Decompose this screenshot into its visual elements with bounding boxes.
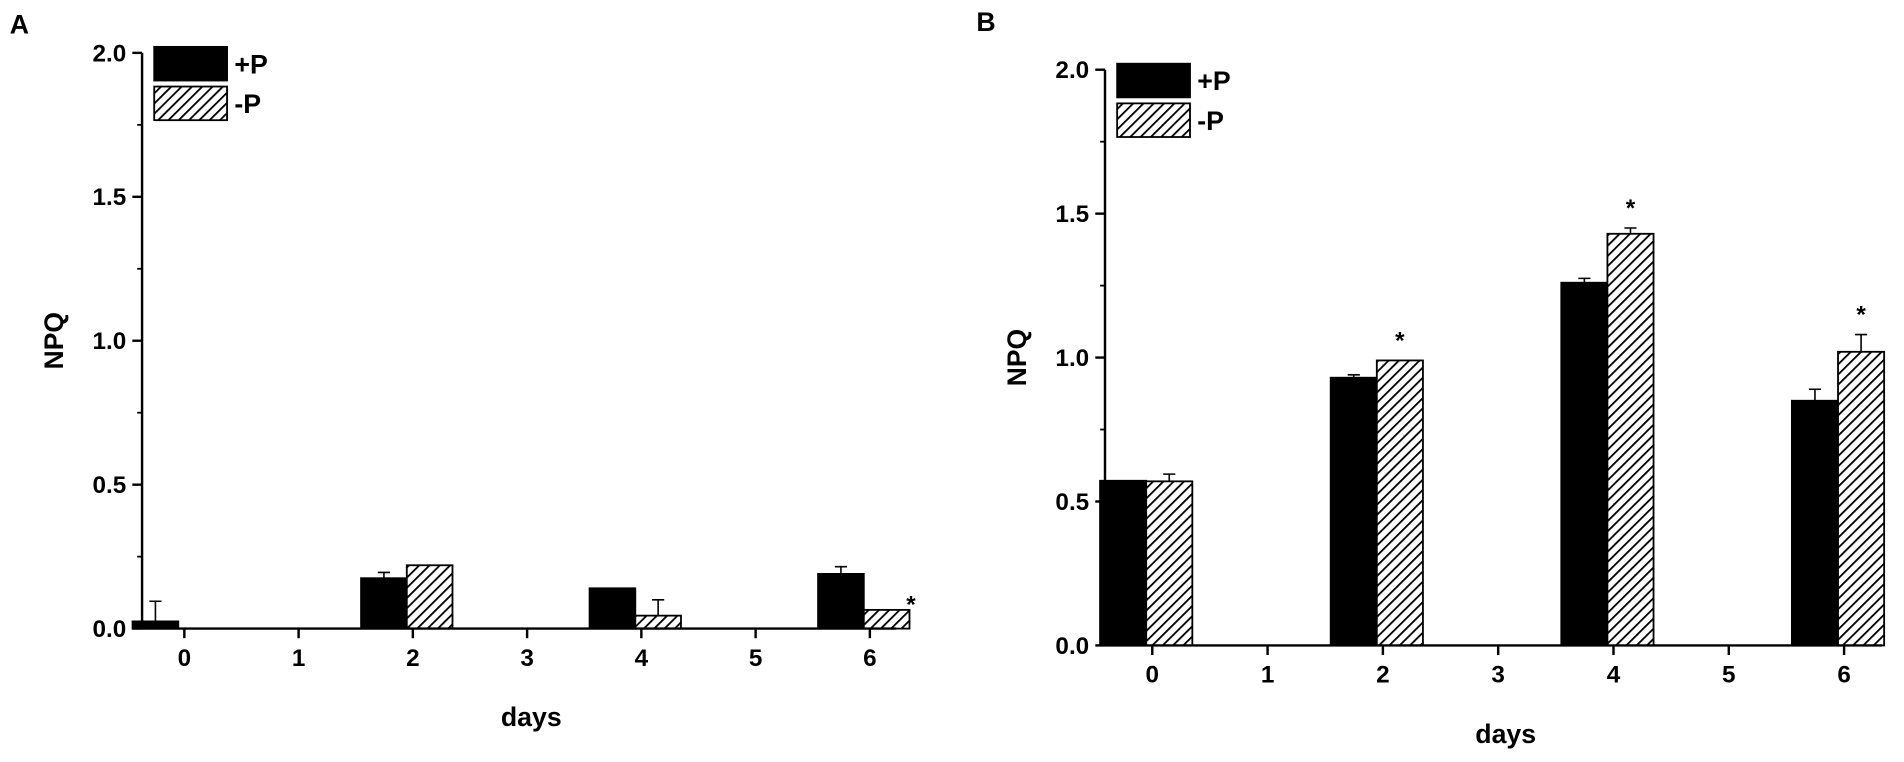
y-tick-label: 1.5	[1055, 201, 1089, 228]
legend-swatch	[1116, 102, 1191, 138]
error-bar	[149, 600, 162, 622]
x-tick-label: 6	[863, 645, 877, 672]
y-tick-label: 2.0	[1055, 57, 1089, 84]
x-tick-label: 1	[1261, 662, 1275, 689]
x-tick-label: 4	[635, 645, 649, 672]
chart: A * 0.0 0.5 1.0 1.5 2.0 0 1 2 3 4 5 6 days NPQ +P -P	[10, 10, 916, 732]
bar	[1606, 232, 1655, 647]
legend-swatch	[1116, 62, 1191, 99]
bar	[1099, 479, 1148, 647]
bar	[862, 608, 911, 630]
y-tick-label: 1.5	[93, 184, 127, 211]
y-tick-label: 0.0	[93, 616, 127, 643]
panel-label: B	[976, 7, 995, 37]
error-bar	[1347, 374, 1360, 378]
bar	[634, 614, 682, 630]
error-bar	[1808, 388, 1822, 401]
bar	[1145, 480, 1194, 647]
bar	[1375, 359, 1424, 647]
x-tick-label: 0	[1146, 662, 1160, 689]
x-tick-label: 5	[749, 645, 763, 672]
legend-label: +P	[234, 49, 267, 79]
legend-label: -P	[234, 89, 261, 119]
bar	[360, 577, 408, 630]
error-bar	[1163, 473, 1176, 482]
x-tick-label: 4	[1607, 662, 1621, 689]
y-tick-label: 1.0	[1055, 345, 1089, 372]
x-tick-label: 3	[520, 645, 534, 672]
y-axis-label: NPQ	[1002, 329, 1032, 386]
annotation: *	[1395, 328, 1405, 355]
y-tick-label: 2.0	[93, 40, 127, 67]
x-axis-label: days	[1475, 719, 1536, 749]
x-tick-label: 5	[1722, 662, 1736, 689]
y-tick-label: 1.0	[93, 328, 127, 355]
error-bar	[1624, 227, 1637, 234]
annotation: *	[1626, 195, 1636, 222]
x-tick-label: 1	[292, 645, 306, 672]
error-bar	[652, 599, 665, 616]
bar	[588, 587, 637, 630]
y-axis-label: NPQ	[39, 312, 69, 369]
y-tick-label: 0.5	[93, 472, 127, 499]
error-bar	[1855, 333, 1868, 352]
bar	[405, 564, 454, 630]
y-tick-label: 0.5	[1055, 489, 1089, 516]
legend-label: -P	[1197, 106, 1224, 136]
chart: B * * * 0.0 0.5 1.0 1.5 2.0 0 1 2 3 4 5 6 days NPQ +P -P	[976, 7, 1886, 749]
error-bar	[377, 571, 391, 579]
error-bar	[834, 565, 848, 574]
x-axis-label: days	[501, 702, 562, 732]
x-tick-label: 2	[406, 645, 420, 672]
legend-swatch	[153, 85, 228, 122]
x-tick-label: 2	[1376, 662, 1390, 689]
bar	[1329, 376, 1378, 647]
bar	[817, 572, 865, 630]
legend-label: +P	[1197, 66, 1230, 96]
annotation: *	[1856, 302, 1866, 329]
x-tick-label: 0	[178, 645, 192, 672]
x-tick-label: 3	[1491, 662, 1505, 689]
bar	[1790, 399, 1839, 647]
annotation: *	[906, 591, 916, 618]
legend-swatch	[153, 45, 228, 82]
panel-label: A	[10, 10, 29, 40]
error-bar	[1578, 277, 1591, 283]
bar	[1560, 281, 1609, 647]
y-tick-label: 0.0	[1055, 633, 1089, 660]
bar	[1837, 350, 1886, 647]
x-tick-label: 6	[1837, 662, 1851, 689]
